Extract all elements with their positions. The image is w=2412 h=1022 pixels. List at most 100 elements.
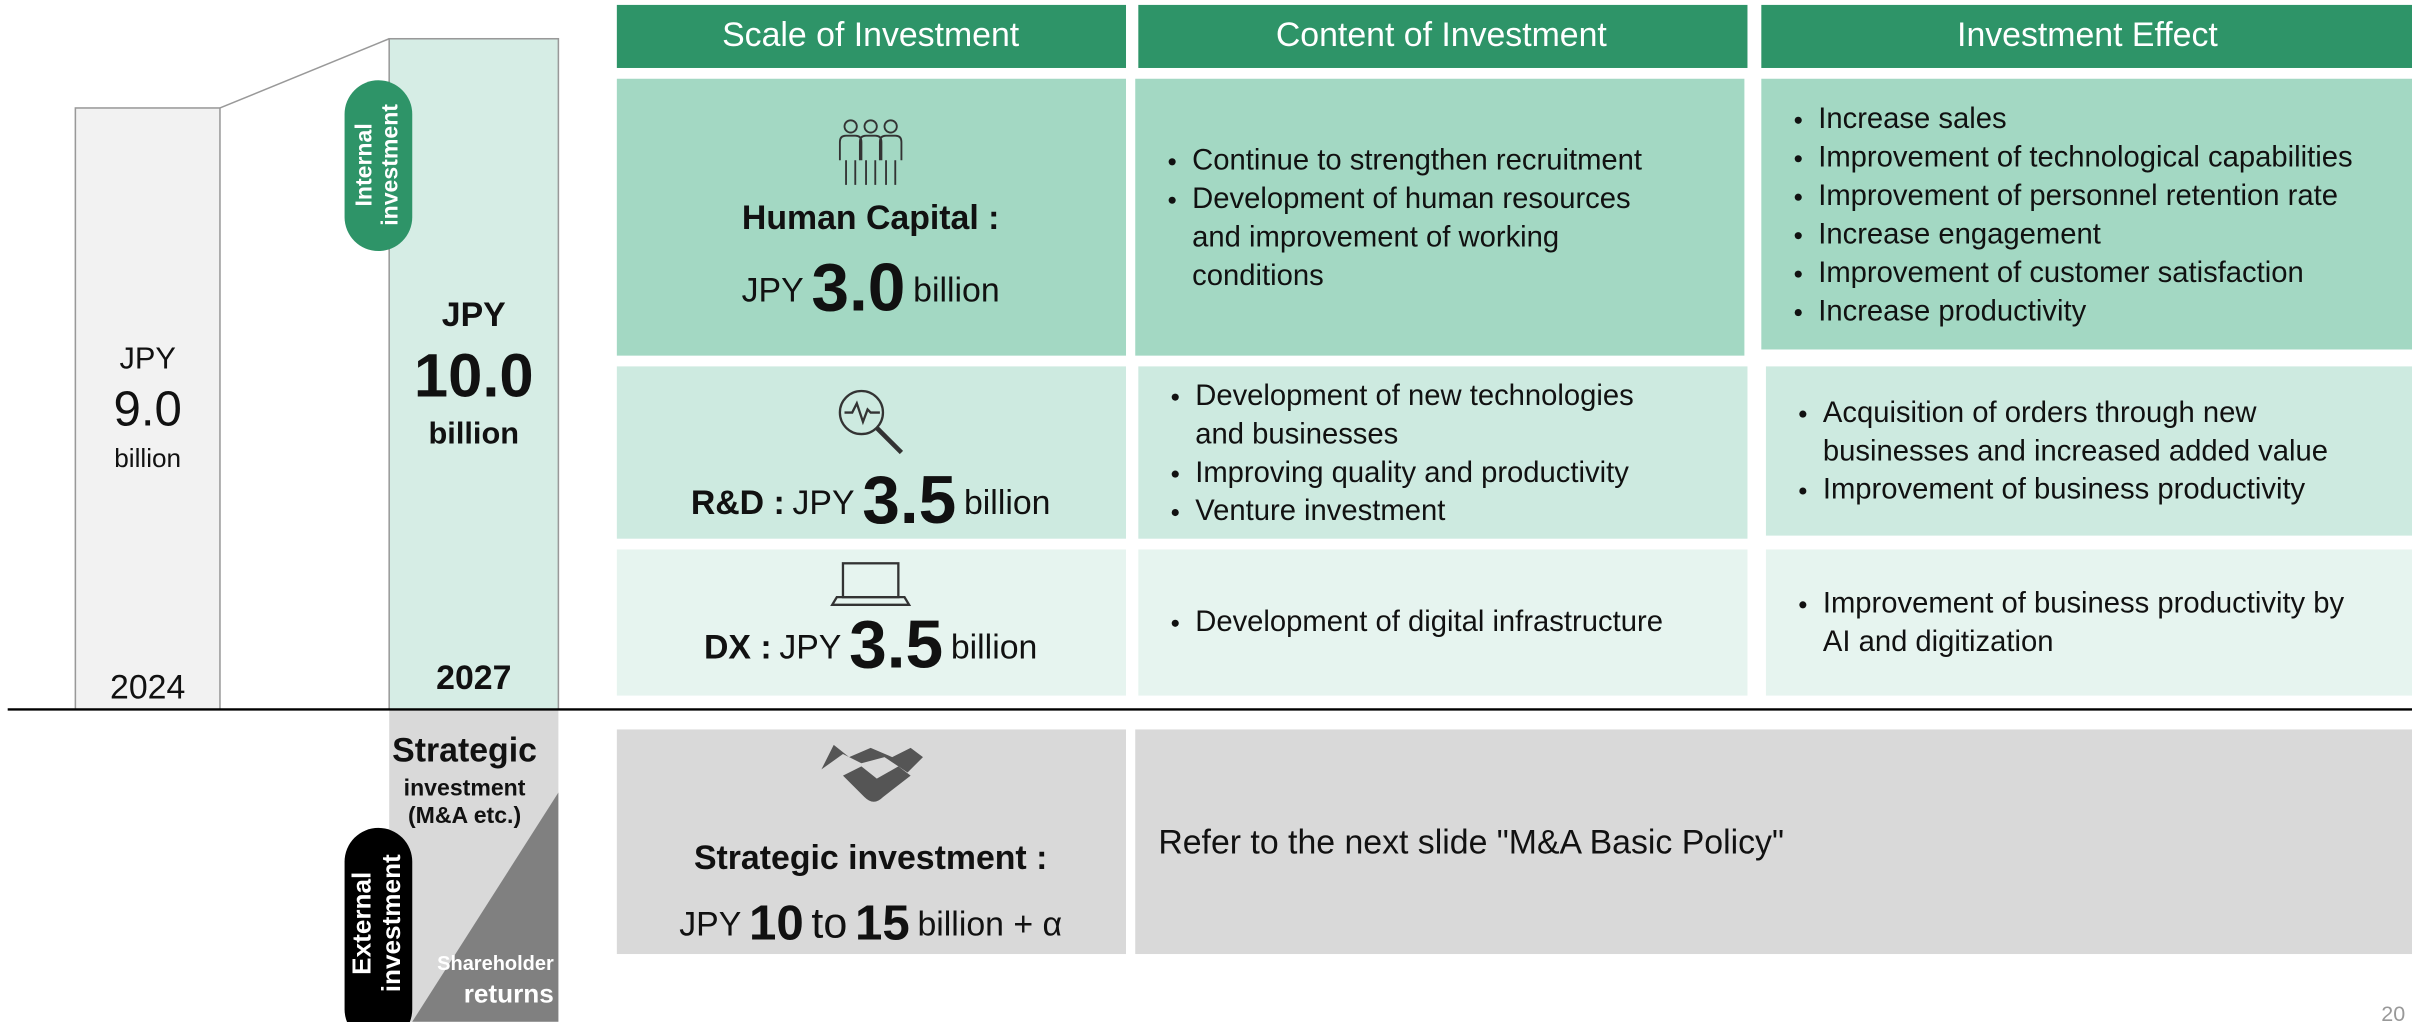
header-cell	[1138, 4, 1748, 68]
bullet	[1799, 601, 1807, 609]
text-part: billion	[951, 628, 1038, 666]
header: Investment Effect	[1957, 16, 2218, 54]
label: Strategic	[392, 731, 537, 769]
bullet	[1171, 509, 1179, 517]
laptop-icon	[830, 562, 912, 606]
handshake-icon	[821, 744, 923, 802]
external-pill	[344, 827, 413, 1022]
bullet-text: conditions	[1192, 260, 1324, 292]
bullet-text: Development of new technologies	[1195, 380, 1634, 412]
text-part: 3.0	[811, 250, 905, 325]
text-part: 10	[749, 895, 804, 950]
bullet-text: Improvement of personnel retention rate	[1818, 180, 2338, 212]
year: 2024	[110, 668, 185, 706]
bullet	[1794, 116, 1802, 124]
text-part: JPY	[792, 484, 854, 522]
amount: 9.0	[113, 382, 181, 437]
bullet-text: Improvement of technological capabilitie…	[1818, 141, 2352, 173]
bullet	[1794, 309, 1802, 317]
text-part: to	[811, 900, 847, 948]
amount: JPY 10 to 15 billion + α	[679, 895, 1062, 950]
label: billion	[114, 443, 181, 473]
header: Content of Investment	[1276, 16, 1608, 54]
bullet-text: Acquisition of orders through new	[1823, 397, 2258, 429]
text-part: JPY	[679, 905, 741, 943]
cell	[616, 549, 1127, 696]
label: JPY	[442, 296, 506, 334]
text-part: JPY	[779, 628, 841, 666]
cell	[1135, 78, 1745, 356]
bullet-text: Increase productivity	[1818, 295, 2086, 327]
bullet-text: Development of digital infrastructure	[1195, 606, 1663, 638]
amount: 10.0	[414, 341, 534, 410]
bullet	[1168, 158, 1176, 166]
cell	[616, 729, 1127, 955]
bullet-text: AI and digitization	[1823, 626, 2054, 658]
header: Scale of Investment	[722, 16, 1020, 54]
bullet-text: Improvement of business productivity by	[1823, 588, 2345, 620]
bullet-text: and businesses	[1195, 418, 1398, 450]
cell	[1761, 78, 2412, 350]
text-part: R&D :	[691, 484, 785, 522]
bullet-text: Venture investment	[1195, 495, 1445, 527]
people-icon	[838, 119, 903, 185]
pill-label: investment	[377, 104, 403, 226]
label: JPY	[119, 340, 175, 375]
returns-wedge	[412, 792, 559, 1022]
bullet	[1171, 393, 1179, 401]
text-part: billion + α	[917, 905, 1062, 943]
amount: R&D : JPY 3.5 billion	[691, 463, 1051, 538]
row-label: Human Capital :	[742, 199, 1000, 237]
text-part: 3.5	[862, 463, 956, 538]
bullet-text: Improvement of business productivity	[1823, 474, 2306, 506]
bullet-text: Improving quality and productivity	[1195, 457, 1629, 489]
label: Shareholder	[437, 953, 554, 975]
cell	[1765, 366, 2412, 536]
bullet-text: Increase engagement	[1818, 218, 2101, 250]
label: investment	[404, 775, 526, 801]
label: (M&A etc.)	[408, 802, 521, 828]
text-part: billion	[964, 484, 1051, 522]
amount: DX : JPY 3.5 billion	[704, 607, 1037, 682]
header-cell	[1761, 4, 2412, 68]
note: Refer to the next slide "M&A Basic Polic…	[1158, 824, 1784, 862]
pill-label: investment	[376, 854, 406, 992]
cell	[1138, 549, 1748, 696]
bullet	[1799, 487, 1807, 495]
label: billion	[429, 416, 520, 451]
bullet	[1168, 196, 1176, 204]
bar-2027	[388, 37, 560, 711]
row-label: Strategic investment :	[694, 839, 1047, 877]
text-part: JPY	[742, 272, 804, 310]
page-number: 20	[2381, 1002, 2405, 1022]
bullet-text: and improvement of working	[1192, 221, 1559, 253]
bullet	[1794, 193, 1802, 201]
bullet-text: businesses and increased added value	[1823, 435, 2328, 467]
search-icon	[838, 389, 904, 455]
text-part: billion	[913, 272, 1000, 310]
cell	[1765, 549, 2412, 696]
bullet-text: Increase sales	[1818, 103, 2006, 135]
bullet-text: Development of human resources	[1192, 183, 1631, 215]
text-part: DX :	[704, 628, 772, 666]
bullet	[1171, 619, 1179, 627]
bullet	[1794, 232, 1802, 240]
label: returns	[464, 978, 554, 1008]
bullet	[1794, 155, 1802, 163]
bullet	[1799, 410, 1807, 418]
amount: JPY 3.0 billion	[742, 250, 1000, 325]
internal-pill	[344, 80, 413, 252]
pill-label: External	[347, 872, 377, 975]
cell	[1138, 366, 1748, 539]
bullet	[1794, 270, 1802, 278]
text-part: 15	[855, 895, 910, 950]
connector	[219, 38, 390, 109]
bullet	[1171, 470, 1179, 478]
year: 2027	[436, 659, 511, 697]
pill-label: Internal	[350, 123, 376, 206]
bullet-text: Continue to strengthen recruitment	[1192, 145, 1642, 177]
cell	[616, 366, 1127, 539]
text-part: 3.5	[849, 607, 943, 682]
